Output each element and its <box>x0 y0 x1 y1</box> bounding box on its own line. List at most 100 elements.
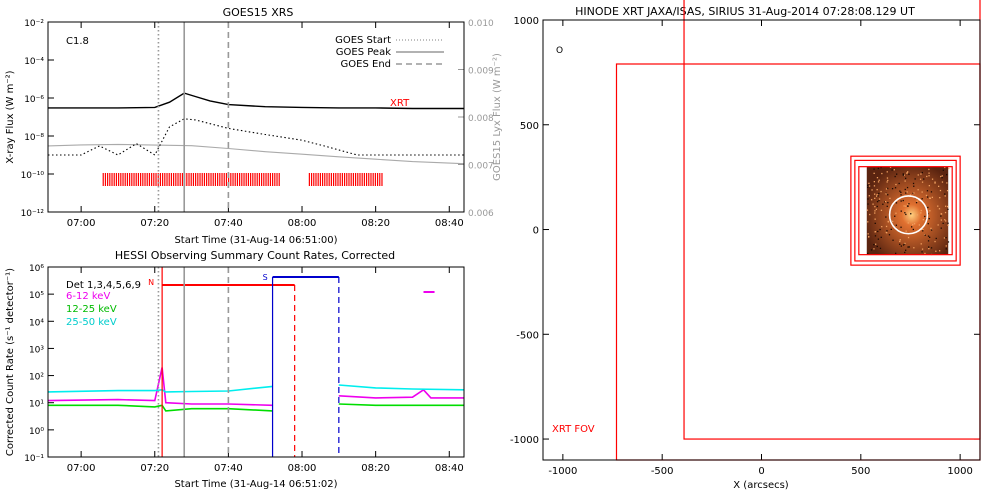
x-tick-label: 07:00 <box>67 463 96 474</box>
xrt-image-speckle <box>877 181 880 183</box>
xrt-image-speckle <box>874 218 876 220</box>
xrt-image-speckle <box>907 205 909 207</box>
xrt-image-speckle <box>912 224 914 226</box>
xrt-image-speckle <box>927 235 930 237</box>
xrt-image-speckle <box>920 209 922 212</box>
xrt-image-speckle <box>922 228 924 231</box>
xrt-image-speckle <box>887 221 889 223</box>
xrt-image-speckle <box>874 193 876 195</box>
xrt-image-speckle <box>887 202 889 204</box>
xrt-image-speckle <box>934 181 936 183</box>
xrt-image-speckle <box>876 177 879 179</box>
xrt-image-speckle <box>912 228 914 231</box>
xrt-image-speckle <box>896 173 898 175</box>
goes-legend-end-label: GOES End <box>341 59 391 70</box>
xrt-image-speckle <box>902 199 904 202</box>
xrt-image-speckle <box>874 206 876 208</box>
xrt-image-speckle <box>876 245 878 248</box>
xrt-image-speckle <box>924 234 926 236</box>
xrt-image-speckle <box>889 166 892 168</box>
xrt-image-speckle <box>886 171 888 173</box>
xrt-image-speckle <box>873 168 875 170</box>
xrt-image-speckle <box>916 214 919 216</box>
xrt-image-speckle <box>887 179 889 182</box>
goes-xrs-panel: GOES15 XRS 07:00 07:20 07:40 08:00 08:20 08:4… <box>5 6 503 246</box>
y-tick-label: 10⁻⁶ <box>24 95 44 105</box>
xrt-image-speckle <box>928 185 930 187</box>
y-tick-label: 10⁻⁸ <box>24 133 44 143</box>
xrt-image-speckle <box>871 189 873 191</box>
y-tick-label: -1000 <box>510 435 539 446</box>
xrt-image-speckle <box>925 194 928 197</box>
xrt-image-speckle <box>917 174 919 176</box>
x-tick-label: 07:00 <box>67 218 96 229</box>
xrt-image-speckle <box>885 225 888 228</box>
y2-tick-label: 0.009 <box>468 67 494 77</box>
xrt-image-speckle <box>894 175 896 178</box>
xrt-image-speckle <box>931 196 933 198</box>
xrt-image-speckle <box>912 209 914 211</box>
goes-legend-peak-label: GOES Peak <box>336 47 391 58</box>
xrt-image-speckle <box>895 183 897 186</box>
hessi-legend: Det 1,3,4,5,6,9 6-12 keV 12-25 keV 25-50… <box>66 280 141 328</box>
xrt-image-speckle <box>905 249 907 251</box>
xrt-image-speckle <box>899 243 901 245</box>
xrt-image-speckle <box>880 190 882 193</box>
goes-series-layer: 07:00 07:20 07:40 08:00 08:20 08:40 10⁻¹² 10⁻¹⁰… <box>21 19 494 229</box>
xrt-image-speckle <box>867 184 869 186</box>
goes-plot-frame <box>47 21 465 213</box>
xrt-image-speckle <box>867 198 869 200</box>
hessi-series-line <box>47 385 273 393</box>
xrt-image-speckle <box>924 252 926 255</box>
xrt-image-speckle <box>939 189 942 192</box>
xrt-image-speckle <box>890 228 892 230</box>
xrt-image-speckle <box>906 191 908 193</box>
xrt-image-speckle <box>921 191 923 193</box>
xrt-image-speckle <box>903 205 905 207</box>
y-tick-label: 10³ <box>29 345 44 355</box>
xrt-image-speckle <box>873 172 875 174</box>
xrt-image-speckle <box>928 218 930 220</box>
xrt-image-speckle <box>921 181 924 183</box>
xrt-image-speckle <box>886 181 888 183</box>
xrt-image-speckle <box>927 240 930 242</box>
xrt-image-speckle <box>939 250 941 252</box>
xrt-image-speckle <box>919 178 922 180</box>
y-tick-label: 10⁵ <box>29 291 44 301</box>
hinode-xaxis-label: X (arcsecs) <box>733 480 789 491</box>
xrt-image-speckle <box>877 238 879 240</box>
x-tick-label: 07:40 <box>214 463 243 474</box>
xrt-image-speckle <box>947 222 949 224</box>
xrt-image-speckle <box>906 216 908 218</box>
y-tick-label: 1000 <box>514 16 539 27</box>
hessi-plot-frame <box>47 266 465 458</box>
xrt-image-speckle <box>943 237 946 239</box>
xrt-image-speckle <box>867 252 869 255</box>
xrt-image-speckle <box>940 175 942 178</box>
xrt-image-speckle <box>893 169 895 171</box>
xrt-image-speckle <box>889 197 891 199</box>
x-tick-label: -1000 <box>548 466 577 477</box>
xrt-image-speckle <box>906 186 909 189</box>
xrt-image-speckle <box>895 252 897 254</box>
xrt-image-speckle <box>881 226 883 228</box>
xrt-image-speckle <box>900 194 902 196</box>
xrt-image-speckle <box>940 227 942 229</box>
flare-region-circle <box>888 195 929 235</box>
goes-y2axis-label: GOES15 Lyx Flux (W m⁻²) <box>492 53 503 181</box>
x-tick-label: 08:00 <box>288 218 317 229</box>
xrt-image-speckle <box>869 213 871 216</box>
xrt-image-speckle <box>899 190 901 192</box>
hinode-content-layer: -1000 -500 0 500 1000 -1000 -500 0 500 1000 <box>510 0 981 477</box>
xrt-image-speckle <box>922 219 924 221</box>
xrt-fov-box <box>854 159 957 262</box>
goes-title: GOES15 XRS <box>223 6 294 19</box>
x-tick-label: 1000 <box>947 466 972 477</box>
xrt-image-speckle <box>918 224 920 226</box>
xrt-image-speckle <box>931 229 933 231</box>
xrt-image-speckle <box>908 246 910 248</box>
xrt-image-speckle <box>908 203 910 205</box>
xrt-image-speckle <box>908 173 910 175</box>
xrt-image-speckle <box>885 216 887 218</box>
xrt-image-speckle <box>944 211 947 214</box>
